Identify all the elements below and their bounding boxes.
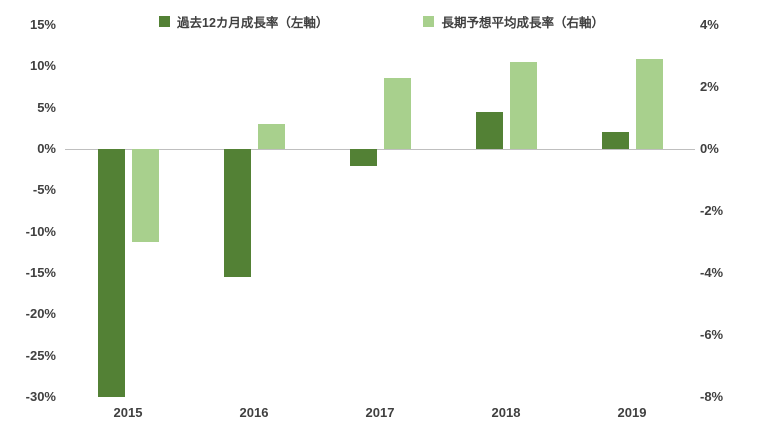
category-label: 2016 — [239, 405, 269, 420]
right-axis-tick: -8% — [700, 389, 724, 404]
left-axis-tick: -20% — [25, 306, 56, 322]
left-axis-tick: 10% — [29, 58, 56, 74]
right-axis-tick: 2% — [700, 79, 719, 94]
left-axis-tick: -25% — [25, 347, 56, 363]
bar-forecast-growth — [635, 59, 663, 149]
left-axis-tick: -5% — [32, 182, 56, 198]
bar-forecast-growth — [383, 77, 411, 149]
category-label: 2017 — [365, 405, 395, 420]
left-axis-tick: 0% — [37, 141, 56, 156]
left-axis-tick: -30% — [25, 389, 56, 404]
bar-forecast-growth — [131, 149, 159, 242]
bar-trailing-growth — [349, 149, 377, 166]
right-axis-tick: -4% — [700, 265, 724, 280]
legend-item-forecast-growth: 長期予想平均成長率（右軸） — [423, 12, 604, 31]
legend-item-trailing-growth: 過去12カ月成長率（左軸） — [159, 12, 328, 31]
category-label: 2019 — [617, 405, 647, 420]
left-axis-tick: 15% — [29, 17, 56, 32]
left-axis-tick: -15% — [25, 265, 56, 280]
left-axis-tick: -10% — [25, 223, 56, 239]
right-axis-tick: -6% — [700, 327, 724, 342]
bar-trailing-growth — [601, 132, 629, 149]
bar-forecast-growth — [257, 124, 285, 149]
bar-trailing-growth — [97, 149, 125, 397]
right-axis-tick: 0% — [700, 141, 719, 156]
legend-label-trailing-growth: 過去12カ月成長率（左軸） — [177, 16, 329, 30]
zero-axis-line — [65, 148, 695, 150]
right-axis-tick: -2% — [700, 203, 724, 218]
right-axis-tick: 4% — [700, 17, 719, 32]
legend-swatch-dark-green — [159, 16, 171, 27]
bar-forecast-growth — [509, 62, 537, 149]
category-label: 2015 — [113, 405, 143, 420]
bar-trailing-growth — [475, 111, 503, 149]
category-label: 2018 — [491, 405, 521, 420]
bar-trailing-growth — [223, 149, 251, 278]
left-axis-tick: 5% — [37, 99, 56, 115]
legend-label-forecast-growth: 長期予想平均成長率（右軸） — [441, 16, 604, 30]
legend-swatch-light-green — [423, 16, 435, 27]
chart-legend: 過去12カ月成長率（左軸） 長期予想平均成長率（右軸） — [0, 12, 763, 31]
